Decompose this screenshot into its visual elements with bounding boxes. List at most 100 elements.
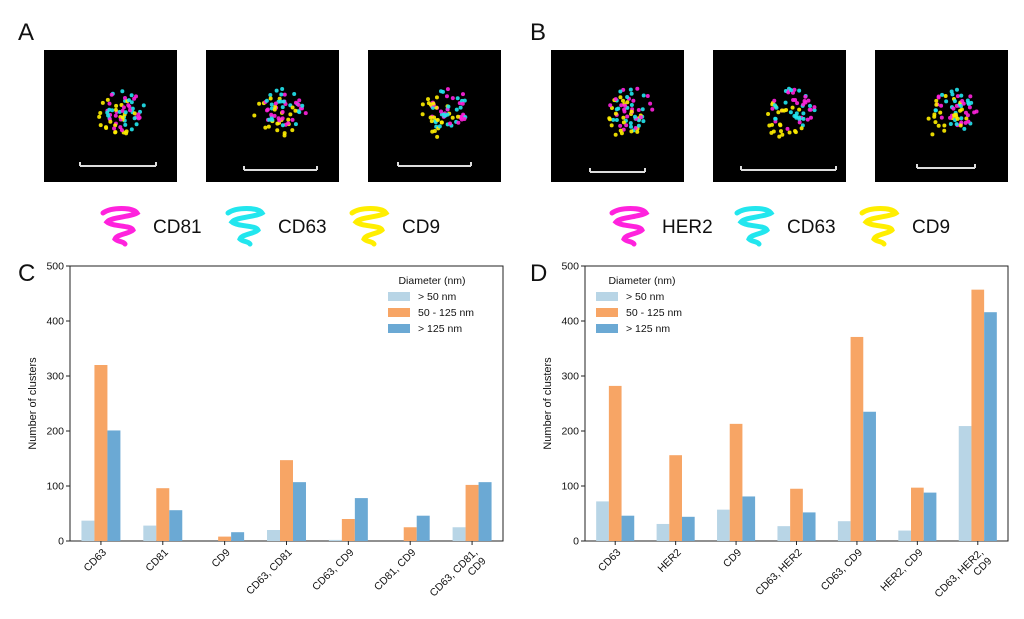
x-tick-label: HER2 [655,547,683,575]
x-tick-label: CD9 [209,547,232,570]
bar [742,496,756,541]
molecule-dot [629,109,634,114]
legend-title: Diameter (nm) [608,275,675,287]
molecule-dot [429,119,434,124]
molecule-dot [426,97,431,102]
molecule-dot [636,108,641,113]
bar [729,423,743,541]
molecule-dot [803,94,808,99]
molecule-dot [263,125,268,130]
bar [81,520,95,541]
marker-label: HER2 [662,217,713,238]
molecule-dot [767,123,772,128]
molecule-dot [432,128,437,133]
molecule-dot [118,125,123,130]
molecule-dot [269,112,274,117]
molecule-dot [788,110,793,115]
bar-chart-c: 0 100 200 300 400 500 Number of clusters CD63 CD… [27,261,504,599]
panel-label-c: C [18,260,35,287]
molecule-dot [281,99,286,104]
molecule-dot [275,121,280,126]
molecule-dot [969,100,974,105]
molecule-dot [797,117,802,122]
molecule-dot [797,88,802,93]
molecule-dot [141,103,146,108]
molecule-dot [766,112,771,117]
bar [465,484,479,541]
bar [94,365,108,541]
molecule-dot [944,99,949,104]
molecule-dot [807,107,812,112]
y-tick-label: 0 [58,536,64,548]
bar [984,312,997,541]
molecule-dot [272,107,277,112]
bar [478,482,492,541]
microscopy-images [44,50,1008,182]
molecule-dot [959,116,964,121]
molecule-dot [934,98,939,103]
marker-swirl-icon [225,206,266,247]
molecule-dot [965,113,970,118]
molecule-dot [267,117,272,122]
molecule-dot [628,87,633,92]
bar [898,530,912,541]
molecule-dot [952,99,957,104]
molecule-dot [933,108,938,113]
molecule-dot [801,111,806,116]
x-tick-label: CD81, CD9 [372,547,419,594]
bar [971,289,985,541]
molecule-dot [456,120,461,125]
molecule-dot [432,115,437,120]
molecule-dot [296,102,301,107]
molecule-dot [105,97,110,102]
molecule-dot [129,100,134,105]
marker-swirl-icon [609,206,650,247]
bar [341,519,355,541]
legend-label: > 50 nm [626,291,664,303]
molecule-dot [787,130,792,135]
molecule-dot [439,109,444,114]
molecule-dot [277,118,282,123]
bar [837,521,851,541]
molecule-dot [938,110,943,115]
molecule-dot [136,116,141,121]
molecule-dot [959,93,964,98]
molecule-dot [958,104,963,109]
molecule-dot [631,98,636,103]
molecule-dot [640,107,645,112]
bar [403,527,417,541]
molecule-dot [420,102,425,107]
molecule-dot [778,129,783,134]
molecule-dot [785,126,790,131]
molecule-dot [128,108,133,113]
molecule-dot [109,92,114,97]
molecule-dot [444,94,449,99]
molecule-dot [794,115,799,120]
marker-legend-b: HER2 CD63 CD9 [609,206,950,247]
molecule-dot [438,89,443,94]
molecule-dot [777,134,782,139]
molecule-dot [967,105,972,110]
molecule-dot [618,95,623,100]
molecule-dot [98,123,103,128]
bar [717,509,730,541]
molecule-dot [625,95,630,100]
molecule-dot [797,107,802,112]
legend-label: 50 - 125 nm [418,307,474,319]
bar [267,530,281,541]
molecule-dot [635,129,640,134]
molecule-dot [797,120,802,125]
molecule-dot [448,121,453,126]
molecule-dot [783,100,788,105]
molecule-dot [952,113,957,118]
legend-swatch [596,308,618,317]
molecule-dot [625,100,630,105]
molecule-dot [442,113,447,118]
legend-swatch [596,292,618,301]
molecule-dot [613,111,618,116]
y-tick-label: 400 [561,316,579,328]
panel-label-d: D [530,260,547,287]
molecule-dot [958,123,963,128]
molecule-dot [629,129,634,134]
molecule-dot [290,128,295,133]
